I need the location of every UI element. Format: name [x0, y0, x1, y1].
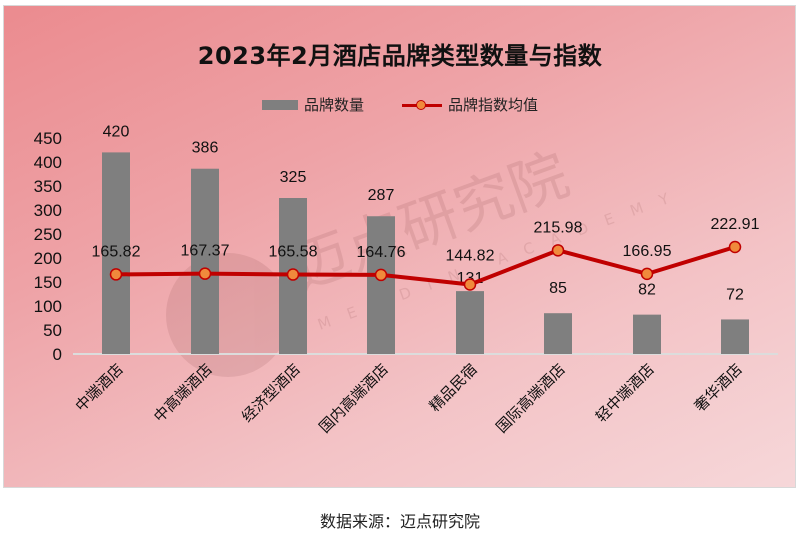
line-marker[interactable]	[286, 268, 300, 281]
line-marker[interactable]	[640, 267, 654, 281]
line-value-label: 222.91	[711, 216, 760, 233]
line-value-label: 166.95	[623, 243, 672, 260]
bar-value-label: 82	[638, 282, 656, 299]
line-marker[interactable]	[463, 278, 477, 291]
chart-title: 2023年2月酒店品牌类型数量与指数	[197, 42, 603, 70]
line-marker[interactable]	[109, 268, 123, 281]
bar-swatch-icon	[261, 99, 298, 110]
bar[interactable]	[191, 168, 219, 354]
y-tick-label: 450	[34, 129, 62, 148]
bar-value-label: 325	[280, 169, 307, 186]
bar-series: 420386325287131858272	[102, 123, 749, 354]
bar-value-label: 85	[549, 280, 567, 297]
y-tick-label: 200	[34, 249, 62, 268]
y-tick-label: 0	[53, 345, 62, 364]
x-tick-label: 精品民宿	[426, 360, 481, 415]
legend: 品牌数量 品牌指数均值	[0, 94, 800, 115]
x-tick-label: 中高端酒店	[150, 360, 216, 426]
x-tick-label: 国际高端酒店	[492, 360, 568, 436]
bar[interactable]	[721, 319, 749, 354]
line-value-label: 144.82	[446, 247, 495, 264]
bar-value-label: 72	[726, 286, 744, 303]
y-tick-label: 250	[34, 225, 62, 244]
y-tick-label: 300	[34, 201, 62, 220]
bar[interactable]	[544, 313, 572, 354]
watermark: 迈点研究院 MEADIN ACADEMY	[166, 140, 688, 377]
line-value-label: 164.76	[357, 244, 406, 261]
y-axis: 0 50 100 150 200 250 300 350 400 450	[34, 129, 62, 364]
y-tick-label: 350	[34, 177, 62, 196]
watermark-logo-icon	[166, 253, 290, 377]
bar[interactable]	[102, 152, 130, 354]
line-marker[interactable]	[198, 267, 212, 280]
line-series: 165.82 167.37 165.58 164.76 144.82 215.98 166.…	[92, 216, 760, 291]
bar-value-label: 386	[192, 140, 219, 157]
bar-value-label: 420	[103, 123, 130, 140]
legend-label-brand-index: 品牌指数均值	[448, 96, 539, 114]
legend-item-brand-index[interactable]: 品牌指数均值	[402, 94, 538, 115]
bar[interactable]	[633, 314, 661, 354]
y-tick-label: 150	[34, 273, 62, 292]
line-marker-swatch-icon	[402, 99, 442, 110]
line-marker[interactable]	[374, 268, 388, 282]
line-value-label: 215.98	[534, 219, 583, 236]
y-tick-label: 100	[34, 297, 62, 316]
line-value-label: 167.37	[181, 243, 230, 260]
index-line	[115, 245, 736, 287]
line-marker[interactable]	[551, 244, 565, 257]
source-note: 数据来源：迈点研究院	[319, 512, 480, 531]
line-value-label: 165.82	[92, 243, 141, 260]
x-tick-label: 中端酒店	[72, 360, 127, 415]
x-tick-label: 国内高端酒店	[315, 360, 391, 436]
x-tick-label: 轻中端酒店	[592, 360, 658, 426]
bar[interactable]	[456, 291, 484, 354]
x-tick-label: 奢华酒店	[691, 360, 746, 415]
legend-label-brand-count: 品牌数量	[303, 96, 364, 114]
bar-value-label: 287	[368, 187, 395, 204]
line-value-label: 165.58	[269, 244, 318, 261]
line-marker[interactable]	[728, 240, 742, 254]
chart-frame	[3, 5, 796, 488]
y-tick-label: 400	[34, 153, 62, 172]
legend-item-brand-count[interactable]: 品牌数量	[261, 94, 364, 115]
y-tick-label: 50	[43, 321, 62, 340]
x-axis-labels: 中端酒店 中高端酒店 经济型酒店 国内高端酒店 精品民宿 国际高端酒店 轻中端酒店 奢华酒店	[72, 360, 746, 436]
bar[interactable]	[367, 216, 395, 354]
